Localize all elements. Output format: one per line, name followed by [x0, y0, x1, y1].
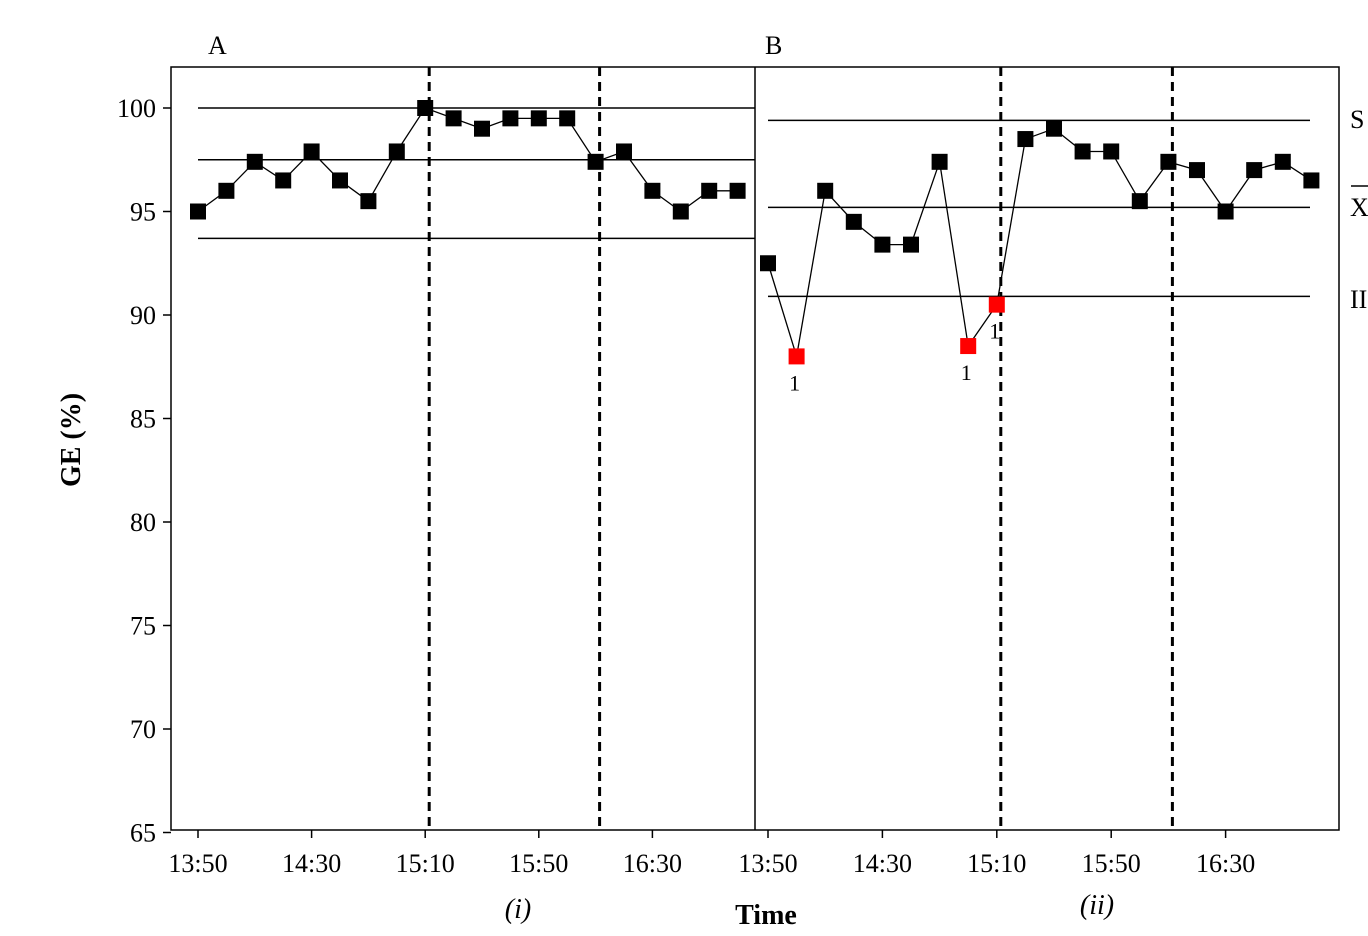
data-point [1246, 162, 1263, 179]
x-tick-label: 14:30 [282, 849, 341, 878]
data-point [1017, 131, 1034, 148]
y-axis-title: GE (%) [56, 393, 87, 487]
data-point [1103, 143, 1120, 160]
data-point [445, 110, 462, 127]
y-tick-label: 85 [130, 405, 156, 434]
x-tick-label: 15:50 [1082, 849, 1141, 878]
data-point [417, 100, 434, 116]
panel-label-b: B [765, 31, 782, 60]
data-point [1303, 172, 1320, 189]
data-point [729, 182, 746, 199]
y-tick-label: 75 [130, 612, 156, 641]
data-point [303, 143, 320, 160]
right-label-ucl: S [1350, 105, 1364, 134]
data-point [644, 182, 661, 199]
data-point [845, 213, 862, 230]
data-point [672, 203, 689, 220]
data-point [587, 153, 604, 170]
x-tick-label: 13:50 [738, 849, 797, 878]
y-tick-label: 90 [130, 301, 156, 330]
data-point [1217, 203, 1234, 220]
data-point [388, 143, 405, 160]
series-line [767, 127, 1312, 357]
panel-label-a: A [208, 31, 227, 60]
data-point [332, 172, 348, 189]
data-point [701, 182, 718, 199]
y-tick-label: 80 [130, 508, 156, 537]
x-tick-label: 15:10 [967, 849, 1026, 878]
flagged-point [788, 348, 805, 365]
flagged-point [988, 296, 1005, 313]
data-point [360, 193, 377, 210]
flagged-point [960, 338, 977, 355]
flag-label: 1 [961, 360, 972, 385]
x-tick-label: 16:30 [623, 849, 682, 878]
x-axis-title: Time [735, 900, 797, 931]
data-point [760, 255, 776, 272]
data-point [246, 153, 263, 170]
data-point [474, 120, 490, 137]
data-point [559, 110, 576, 127]
data-point [1274, 153, 1291, 170]
data-point [190, 203, 206, 220]
x-tick-label: 16:30 [1196, 849, 1255, 878]
data-point [1131, 193, 1148, 210]
y-tick-label: 70 [130, 715, 156, 744]
data-point [817, 182, 834, 199]
flag-label: 1 [989, 319, 1000, 344]
data-point [530, 110, 547, 127]
panel-sublabel-a: (i) [505, 894, 531, 925]
data-point [218, 182, 235, 199]
x-tick-label: 14:30 [853, 849, 912, 878]
data-point [874, 236, 891, 253]
flag-label: 1 [789, 370, 800, 395]
y-tick-label: 65 [130, 819, 156, 848]
data-point [1074, 143, 1091, 160]
data-point [1160, 153, 1177, 170]
data-point [616, 143, 632, 160]
data-point [275, 172, 292, 189]
data-point [1189, 162, 1205, 179]
right-label-lcl: II [1350, 285, 1367, 314]
x-tick-label: 15:50 [509, 849, 568, 878]
y-tick-label: 95 [130, 198, 156, 227]
data-point [502, 110, 519, 127]
data-point [931, 153, 948, 170]
data-point [1046, 120, 1062, 137]
right-label-mean: X [1350, 193, 1368, 222]
x-tick-label: 13:50 [168, 849, 227, 878]
x-tick-label: 15:10 [396, 849, 455, 878]
y-tick-label: 100 [117, 94, 156, 123]
data-point [903, 236, 919, 253]
panel-sublabel-b: (ii) [1080, 890, 1114, 921]
